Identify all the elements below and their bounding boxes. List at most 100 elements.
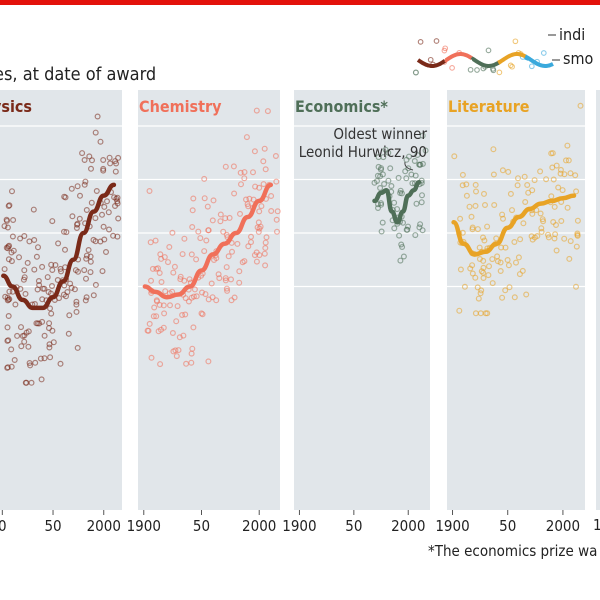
data-point <box>414 152 421 159</box>
data-point <box>245 243 252 250</box>
data-point <box>402 168 409 175</box>
data-point <box>557 170 564 177</box>
data-point <box>157 361 164 368</box>
data-point <box>413 200 420 207</box>
panel-0: ysics 0 50 2000 <box>0 90 122 535</box>
data-point <box>514 175 521 182</box>
data-point <box>451 153 458 160</box>
data-point <box>215 271 222 278</box>
x-tick-label: 50 <box>345 517 362 535</box>
data-point <box>5 203 12 210</box>
data-point <box>457 215 464 222</box>
data-point <box>557 166 564 173</box>
data-point <box>457 266 464 273</box>
data-point <box>516 271 523 278</box>
data-point <box>213 255 220 262</box>
data-point <box>231 190 238 197</box>
data-point <box>422 147 429 154</box>
legend-dot <box>540 50 547 56</box>
data-point <box>55 240 62 247</box>
data-point <box>105 209 112 216</box>
data-point <box>41 332 48 339</box>
data-point <box>47 354 54 361</box>
data-point <box>252 183 259 190</box>
data-point <box>514 182 521 189</box>
data-point <box>567 238 574 245</box>
data-point <box>63 229 70 236</box>
data-point <box>472 202 479 209</box>
data-point <box>189 345 196 352</box>
data-point <box>92 281 99 288</box>
data-point <box>191 286 198 293</box>
data-point <box>380 154 387 161</box>
data-point <box>76 192 83 199</box>
data-point <box>403 156 410 163</box>
annotation-line2: Leonid Hurwicz, 90 <box>299 143 427 161</box>
legend-dot <box>528 63 535 70</box>
annotation-leader <box>404 161 414 171</box>
data-point <box>107 160 114 167</box>
data-point <box>253 107 260 114</box>
data-point <box>160 302 167 309</box>
data-point <box>537 210 544 217</box>
x-tick-label: 2000 <box>242 517 276 535</box>
data-point <box>517 236 524 243</box>
data-point <box>459 171 466 178</box>
data-point <box>106 154 113 161</box>
data-point <box>174 303 181 310</box>
data-point <box>577 102 584 109</box>
data-point <box>186 276 193 283</box>
data-point <box>493 235 500 242</box>
data-point <box>150 313 157 320</box>
data-point <box>41 355 48 362</box>
data-point <box>262 262 269 269</box>
data-point <box>100 157 107 164</box>
data-point <box>94 113 101 120</box>
data-point <box>230 163 237 170</box>
data-point <box>11 357 18 364</box>
data-point <box>268 208 275 215</box>
data-point <box>71 286 78 293</box>
legend-wave-segment <box>444 52 474 63</box>
data-point <box>18 343 25 350</box>
panels: ysics0502000Chemistry1900502000Economics… <box>0 69 585 535</box>
legend-dot <box>512 38 519 45</box>
data-point <box>381 181 388 188</box>
data-point <box>400 253 407 260</box>
data-point <box>9 188 16 195</box>
data-point <box>92 129 99 136</box>
data-point <box>512 259 519 266</box>
data-point <box>113 160 120 167</box>
data-point <box>519 267 526 274</box>
data-point <box>197 235 204 242</box>
data-point <box>12 301 19 308</box>
data-point <box>44 274 51 281</box>
data-point <box>17 235 24 242</box>
data-point <box>463 192 470 199</box>
data-point <box>102 249 109 256</box>
data-point <box>237 169 244 176</box>
data-point <box>377 185 384 192</box>
data-point <box>482 202 489 209</box>
legend-dot <box>485 47 492 54</box>
data-point <box>87 269 94 276</box>
data-point <box>274 208 281 215</box>
data-point <box>378 201 385 208</box>
data-point <box>553 247 560 254</box>
data-point <box>468 213 475 220</box>
data-point <box>199 289 206 296</box>
data-point <box>573 243 580 250</box>
data-point <box>205 358 212 365</box>
data-point <box>397 257 404 264</box>
data-point <box>400 219 407 226</box>
data-point <box>260 181 267 188</box>
data-point <box>403 175 410 182</box>
data-point <box>260 158 267 165</box>
data-point <box>461 283 468 290</box>
data-point <box>246 195 253 202</box>
data-point <box>209 294 216 301</box>
data-point <box>167 302 174 309</box>
data-point <box>217 218 224 225</box>
data-point <box>21 233 28 240</box>
data-point <box>482 310 489 317</box>
